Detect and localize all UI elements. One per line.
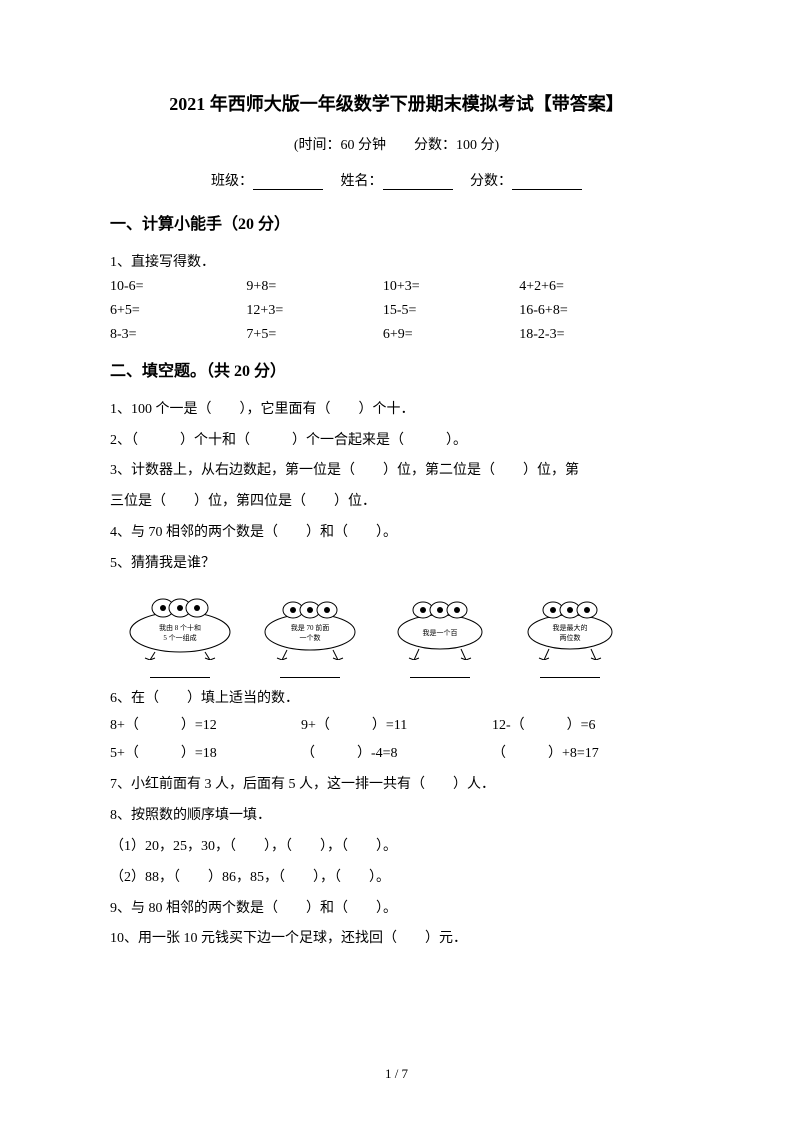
section1-heading: 一、计算小能手（20 分） xyxy=(110,210,683,234)
eq-cell: 16-6+8= xyxy=(519,303,683,319)
q2-1: 1、100 个一是（ ），它里面有（ ）个十． xyxy=(110,395,683,426)
character-4: 我是最大的 两位数 xyxy=(515,590,625,678)
eq-cell: 8+（ ）=12 xyxy=(110,714,301,734)
class-blank[interactable] xyxy=(253,174,323,190)
eq-cell: 4+2+6= xyxy=(519,279,683,295)
eq-cell: 18-2-3= xyxy=(519,327,683,343)
q2-3a: 3、计数器上，从右边数起，第一位是（ ）位，第二位是（ ）位，第 xyxy=(110,456,683,487)
character-icon: 我是 70 前面 一个数 xyxy=(255,590,365,660)
eq-cell: 10+3= xyxy=(383,279,519,295)
svg-text:我是一个百: 我是一个百 xyxy=(423,628,458,637)
character-icon: 我由 8 个十和 5 个一组成 xyxy=(125,590,235,660)
eq-cell: 15-5= xyxy=(383,303,519,319)
name-label: 姓名： xyxy=(341,174,383,189)
svg-text:我由 8 个十和: 我由 8 个十和 xyxy=(159,623,201,632)
character-2: 我是 70 前面 一个数 xyxy=(255,590,365,678)
eq-cell: 6+5= xyxy=(110,303,246,319)
eq-row-3: 8-3= 7+5= 6+9= 18-2-3= xyxy=(110,327,683,343)
student-info-line: 班级： 姓名： 分数： xyxy=(110,170,683,190)
svg-text:两位数: 两位数 xyxy=(560,633,581,642)
q2-8a: （1）20，25，30，（ ），（ ），（ ）。 xyxy=(110,832,683,863)
score-label: 分数： xyxy=(470,174,512,189)
character-icon: 我是一个百 xyxy=(385,590,495,660)
q2-5: 5、猜猜我是谁？ xyxy=(110,549,683,580)
answer-line[interactable] xyxy=(410,666,470,678)
q2-7: 7、小红前面有 3 人，后面有 5 人，这一排一共有（ ）人． xyxy=(110,770,683,801)
exam-title: 2021 年西师大版一年级数学下册期末模拟考试【带答案】 xyxy=(110,90,683,116)
eq-row-2: 6+5= 12+3= 15-5= 16-6+8= xyxy=(110,303,683,319)
eq-cell: 10-6= xyxy=(110,279,246,295)
eq-cell: 9+8= xyxy=(246,279,382,295)
eq-cell: 7+5= xyxy=(246,327,382,343)
svg-text:5 个一组成: 5 个一组成 xyxy=(163,633,196,642)
eq-cell: 8-3= xyxy=(110,327,246,343)
answer-line[interactable] xyxy=(540,666,600,678)
character-1: 我由 8 个十和 5 个一组成 xyxy=(125,590,235,678)
q2-10: 10、用一张 10 元钱买下边一个足球，还找回（ ）元． xyxy=(110,924,683,955)
eq-cell: 9+（ ）=11 xyxy=(301,714,492,734)
answer-line[interactable] xyxy=(150,666,210,678)
q2-8b: （2）88，（ ）86，85，（ ），（ ）。 xyxy=(110,863,683,894)
characters-row: 我由 8 个十和 5 个一组成 我是 70 前面 一个数 xyxy=(125,590,683,678)
q6-row-2: 5+（ ）=18 （ ）-4=8 （ ）+8=17 xyxy=(110,742,683,762)
exam-subtitle: (时间：60 分钟 分数：100 分) xyxy=(110,134,683,154)
answer-line[interactable] xyxy=(280,666,340,678)
eq-cell: （ ）-4=8 xyxy=(301,742,492,762)
svg-text:我是最大的: 我是最大的 xyxy=(553,623,588,632)
eq-row-1: 10-6= 9+8= 10+3= 4+2+6= xyxy=(110,279,683,295)
eq-cell: 12+3= xyxy=(246,303,382,319)
page-number: 1 / 7 xyxy=(0,1066,793,1082)
eq-cell: 5+（ ）=18 xyxy=(110,742,301,762)
q2-9: 9、与 80 相邻的两个数是（ ）和（ ）。 xyxy=(110,894,683,925)
character-icon: 我是最大的 两位数 xyxy=(515,590,625,660)
q2-6: 6、在（ ）填上适当的数． xyxy=(110,684,683,715)
q2-3b: 三位是（ ）位，第四位是（ ）位． xyxy=(110,487,683,518)
q2-2: 2、（ ）个十和（ ）个一合起来是（ ）。 xyxy=(110,426,683,457)
character-3: 我是一个百 xyxy=(385,590,495,678)
eq-cell: （ ）+8=17 xyxy=(492,742,683,762)
name-blank[interactable] xyxy=(383,174,453,190)
section2-heading: 二、填空题。（共 20 分） xyxy=(110,357,683,381)
q2-4: 4、与 70 相邻的两个数是（ ）和（ ）。 xyxy=(110,518,683,549)
q2-8: 8、按照数的顺序填一填． xyxy=(110,801,683,832)
eq-cell: 12-（ ）=6 xyxy=(492,714,683,734)
q1-1: 1、直接写得数． xyxy=(110,248,683,279)
svg-text:一个数: 一个数 xyxy=(300,633,321,642)
score-blank[interactable] xyxy=(512,174,582,190)
svg-text:我是 70 前面: 我是 70 前面 xyxy=(291,623,330,632)
eq-cell: 6+9= xyxy=(383,327,519,343)
q6-row-1: 8+（ ）=12 9+（ ）=11 12-（ ）=6 xyxy=(110,714,683,734)
class-label: 班级： xyxy=(211,174,253,189)
